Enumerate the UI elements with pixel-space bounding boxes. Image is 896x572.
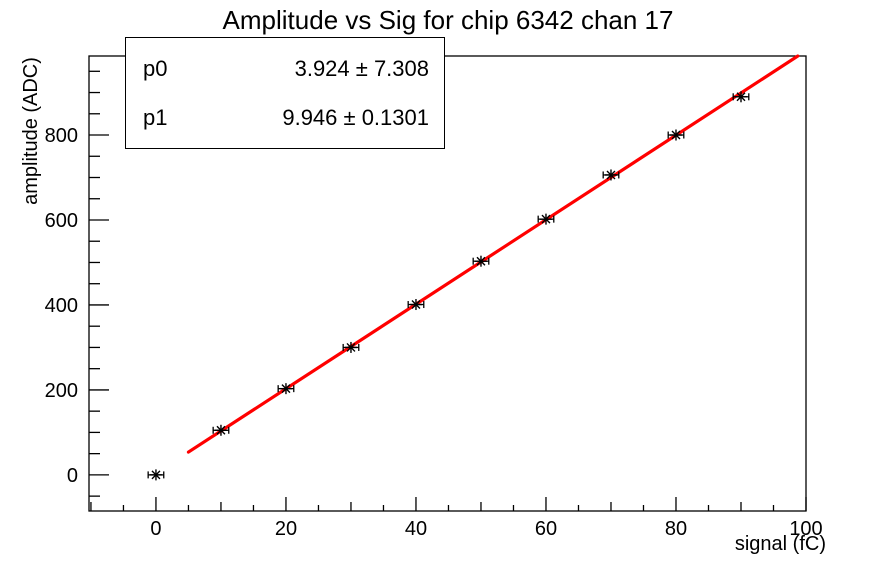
data-point-marker	[541, 214, 551, 224]
x-axis-tick-label: 60	[535, 518, 557, 540]
fit-param-row-p0: p0 3.924 ± 7.308	[126, 56, 444, 82]
data-point-marker	[216, 425, 226, 435]
data-point-marker	[606, 170, 616, 180]
x-axis-tick-label: 80	[665, 518, 687, 540]
plot-title: Amplitude vs Sig for chip 6342 chan 17	[222, 5, 674, 35]
data-point-marker	[476, 256, 486, 266]
x-axis-tick-label: 0	[150, 518, 161, 540]
y-axis-tick-label: 800	[45, 125, 78, 147]
fit-param-value: 3.924 ± 7.308	[294, 55, 429, 81]
x-axis-tick-label: 40	[405, 518, 427, 540]
data-point-marker	[411, 300, 421, 310]
y-axis-title: amplitude (ADC)	[20, 57, 42, 205]
data-point-marker	[281, 384, 291, 394]
data-point-marker	[736, 92, 746, 102]
y-axis-tick-label: 0	[67, 465, 78, 487]
fit-param-name: p1	[143, 104, 168, 130]
fit-param-name: p0	[143, 55, 168, 81]
fit-param-value: 9.946 ± 0.1301	[282, 104, 429, 130]
y-axis-tick-label: 400	[45, 295, 78, 317]
data-point-marker	[151, 470, 161, 480]
data-point-marker	[671, 130, 681, 140]
y-axis-tick-label: 200	[45, 380, 78, 402]
data-point-marker	[346, 342, 356, 352]
fit-stats-box: p0 3.924 ± 7.308 p1 9.946 ± 0.1301	[125, 37, 445, 149]
x-axis-title: signal (fC)	[735, 533, 826, 555]
x-axis-tick-label: 20	[275, 518, 297, 540]
fit-param-row-p1: p1 9.946 ± 0.1301	[126, 105, 444, 131]
x-axis-tick-label: 100	[789, 518, 822, 540]
fit-line	[186, 54, 800, 454]
y-axis-tick-label: 600	[45, 210, 78, 232]
